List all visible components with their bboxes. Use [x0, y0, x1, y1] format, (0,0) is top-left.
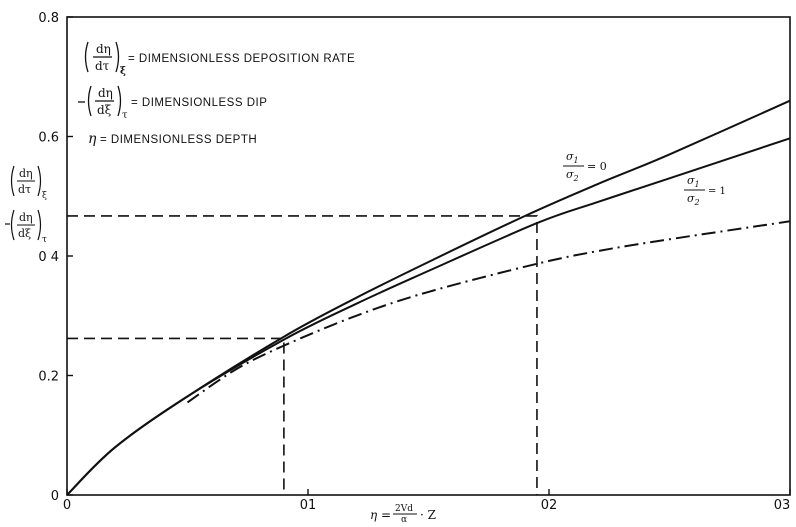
y-tick-label: 0 — [51, 489, 59, 504]
series-line-3 — [186, 220, 791, 404]
svg-text:σ1: σ1 — [687, 174, 700, 189]
annotation-sigma-ratio-0: σ1 σ2 = 0 — [563, 150, 607, 183]
legend-entry-deposition-rate: dη dτ ξ = DIMENSIONLESS DEPOSITION RATE — [84, 41, 355, 77]
x-axis-ticks: 0 01 02 03 — [63, 489, 791, 513]
svg-text:= 1: = 1 — [708, 186, 726, 197]
legend-entry-dip: dη dξ τ = DIMENSIONLESS DIP — [78, 85, 267, 121]
svg-text:ξ: ξ — [42, 191, 47, 201]
svg-text:= 0: = 0 — [587, 160, 607, 173]
annotation-sigma-ratio-1: σ1 σ2 = 1 — [684, 174, 726, 207]
legend-label-depth: = DIMENSIONLESS DEPTH — [100, 134, 257, 146]
svg-text:dξ: dξ — [18, 227, 31, 240]
x-tick-label: 0 — [63, 498, 71, 513]
x-tick-label: 02 — [541, 498, 558, 513]
svg-text:dη: dη — [19, 211, 33, 224]
svg-text:dη: dη — [98, 86, 113, 100]
svg-text:ξ: ξ — [120, 66, 126, 77]
svg-text:dτ: dτ — [95, 59, 110, 73]
y-axis-label: dη dτ ξ dη dξ τ — [5, 165, 47, 245]
legend-symbol-depth: η — [88, 131, 97, 147]
curves — [66, 99, 791, 496]
svg-text:σ2: σ2 — [687, 192, 700, 207]
svg-text:σ2: σ2 — [566, 168, 579, 183]
svg-text:η =: η = — [370, 508, 391, 522]
legend-symbol-dip: dη dξ τ — [78, 85, 128, 121]
legend-label-dip: = DIMENSIONLESS DIP — [131, 97, 267, 109]
legend-entry-depth: η = DIMENSIONLESS DEPTH — [88, 131, 257, 147]
series-line-2 — [66, 137, 791, 496]
svg-text:dη: dη — [19, 167, 33, 180]
legend: dη dτ ξ = DIMENSIONLESS DEPOSITION RATE … — [78, 41, 355, 147]
y-tick-label: 0 4 — [38, 250, 59, 265]
guide-lines — [67, 215, 538, 495]
series-line-1 — [66, 99, 791, 496]
svg-text:dη: dη — [96, 42, 111, 56]
svg-text:dτ: dτ — [18, 183, 31, 196]
guide-line — [67, 215, 538, 495]
y-tick-label: 0.6 — [38, 131, 59, 146]
y-tick-label: 0.8 — [38, 11, 59, 26]
svg-text:· Z: · Z — [420, 508, 436, 522]
svg-text:τ: τ — [122, 110, 128, 121]
x-tick-label: 01 — [300, 498, 317, 513]
svg-text:α: α — [401, 515, 407, 525]
svg-text:σ1: σ1 — [566, 150, 579, 165]
legend-label-deposition-rate: = DIMENSIONLESS DEPOSITION RATE — [128, 53, 355, 65]
svg-text:dξ: dξ — [97, 103, 112, 117]
svg-text:τ: τ — [42, 235, 47, 245]
x-axis-label: η = 2Vd α · Z — [370, 504, 436, 525]
svg-text:2Vd: 2Vd — [395, 504, 413, 514]
x-tick-label: 03 — [774, 498, 791, 513]
plot-frame — [66, 16, 791, 496]
y-axis-ticks: 0 0.2 0 4 0.6 0.8 — [38, 11, 73, 504]
legend-symbol-deposition-rate: dη dτ ξ — [84, 41, 126, 77]
y-tick-label: 0.2 — [38, 370, 59, 385]
guide-line — [67, 337, 285, 495]
